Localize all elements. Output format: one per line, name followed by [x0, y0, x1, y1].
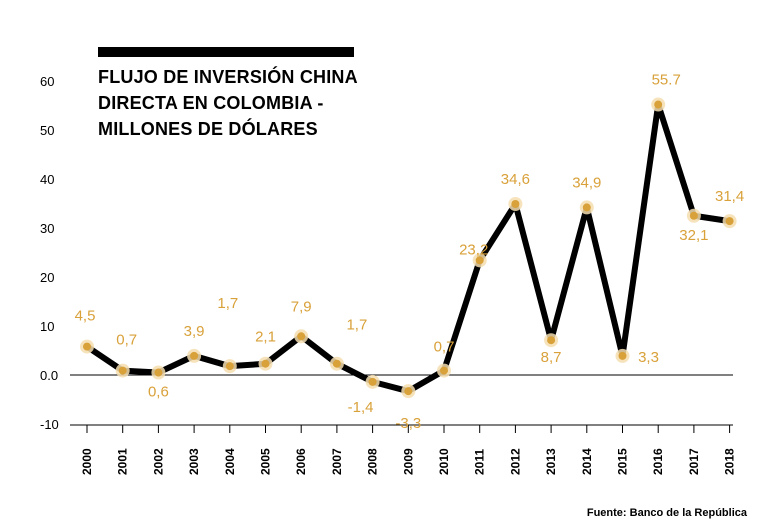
- data-point: [618, 351, 627, 360]
- x-tick-label: 2011: [473, 449, 487, 475]
- data-label: 0,7: [116, 332, 137, 349]
- x-tick-label: 2004: [223, 448, 237, 475]
- x-tick-label: 2015: [616, 448, 630, 475]
- x-tick-label: 2016: [651, 448, 665, 475]
- data-label: 34,9: [572, 174, 601, 191]
- x-tick-label: 2000: [80, 448, 94, 475]
- data-label: 23,2: [459, 241, 488, 258]
- x-tick-label: 2012: [508, 448, 522, 475]
- data-label: 8,7: [541, 349, 562, 366]
- x-tick-label: 2013: [544, 448, 558, 475]
- y-tick-label: 60: [40, 74, 54, 89]
- x-tick-label: 2018: [723, 448, 737, 475]
- x-tick-label: 2007: [330, 448, 344, 475]
- title-line-1: FLUJO DE INVERSIÓN CHINA: [98, 67, 358, 87]
- data-point: [368, 377, 377, 386]
- data-label: 1,7: [346, 317, 367, 334]
- title-line-3: MILLONES DE DÓLARES: [98, 119, 318, 139]
- data-label: -1,4: [348, 399, 374, 416]
- data-point: [475, 256, 484, 265]
- y-tick-label: 50: [40, 123, 54, 138]
- x-tick-label: 2005: [259, 448, 273, 475]
- x-tick-label: 2017: [687, 448, 701, 475]
- data-label: 3,9: [184, 323, 205, 340]
- source-note: Fuente: Banco de la República: [586, 507, 747, 519]
- data-point: [154, 368, 163, 377]
- x-tick-label: 2009: [401, 448, 415, 475]
- data-label: -3,3: [395, 415, 421, 432]
- data-point: [83, 342, 91, 351]
- data-point: [225, 362, 234, 371]
- data-point: [190, 351, 199, 360]
- x-tick-label: 2008: [366, 448, 380, 475]
- y-tick-label: 0.0: [40, 368, 58, 383]
- data-point: [582, 203, 591, 212]
- data-label: 34,6: [501, 171, 530, 188]
- x-tick-label: 2001: [116, 448, 130, 475]
- data-label: 0,7: [434, 339, 455, 356]
- data-point: [261, 359, 270, 368]
- data-label: 31,4: [715, 188, 744, 205]
- data-point: [725, 217, 734, 226]
- data-label: 32,1: [679, 227, 708, 244]
- data-label: 4,5: [75, 308, 96, 325]
- y-tick-label: 10: [40, 319, 54, 334]
- data-label: 1,7: [217, 295, 238, 312]
- data-point: [440, 366, 448, 375]
- x-tick-label: 2010: [437, 448, 451, 475]
- data-point: [297, 332, 306, 341]
- data-point: [511, 199, 520, 208]
- data-label: 3,3: [638, 349, 659, 366]
- data-point: [689, 211, 698, 220]
- data-label: 2,1: [255, 329, 276, 346]
- x-tick-label: 2002: [151, 448, 165, 475]
- series-line: [84, 101, 733, 395]
- title-bar: [98, 47, 354, 57]
- chart-title: FLUJO DE INVERSIÓN CHINA DIRECTA EN COLO…: [98, 64, 398, 142]
- data-point: [547, 336, 556, 345]
- data-label: 0,6: [148, 384, 169, 401]
- x-tick-label: 2006: [294, 448, 308, 475]
- y-tick-label: 30: [40, 221, 54, 236]
- y-tick-label: -10: [40, 417, 59, 432]
- data-point: [404, 387, 413, 396]
- y-tick-label: 40: [40, 172, 54, 187]
- data-point: [118, 366, 127, 375]
- data-label: 7,9: [291, 298, 312, 315]
- x-tick-label: 2003: [187, 448, 201, 475]
- data-label: 55.7: [652, 72, 681, 89]
- data-point: [332, 359, 341, 368]
- title-line-2: DIRECTA EN COLOMBIA -: [98, 93, 324, 113]
- data-point: [654, 100, 663, 109]
- x-tick-label: 2014: [580, 448, 594, 475]
- y-tick-label: 20: [40, 270, 54, 285]
